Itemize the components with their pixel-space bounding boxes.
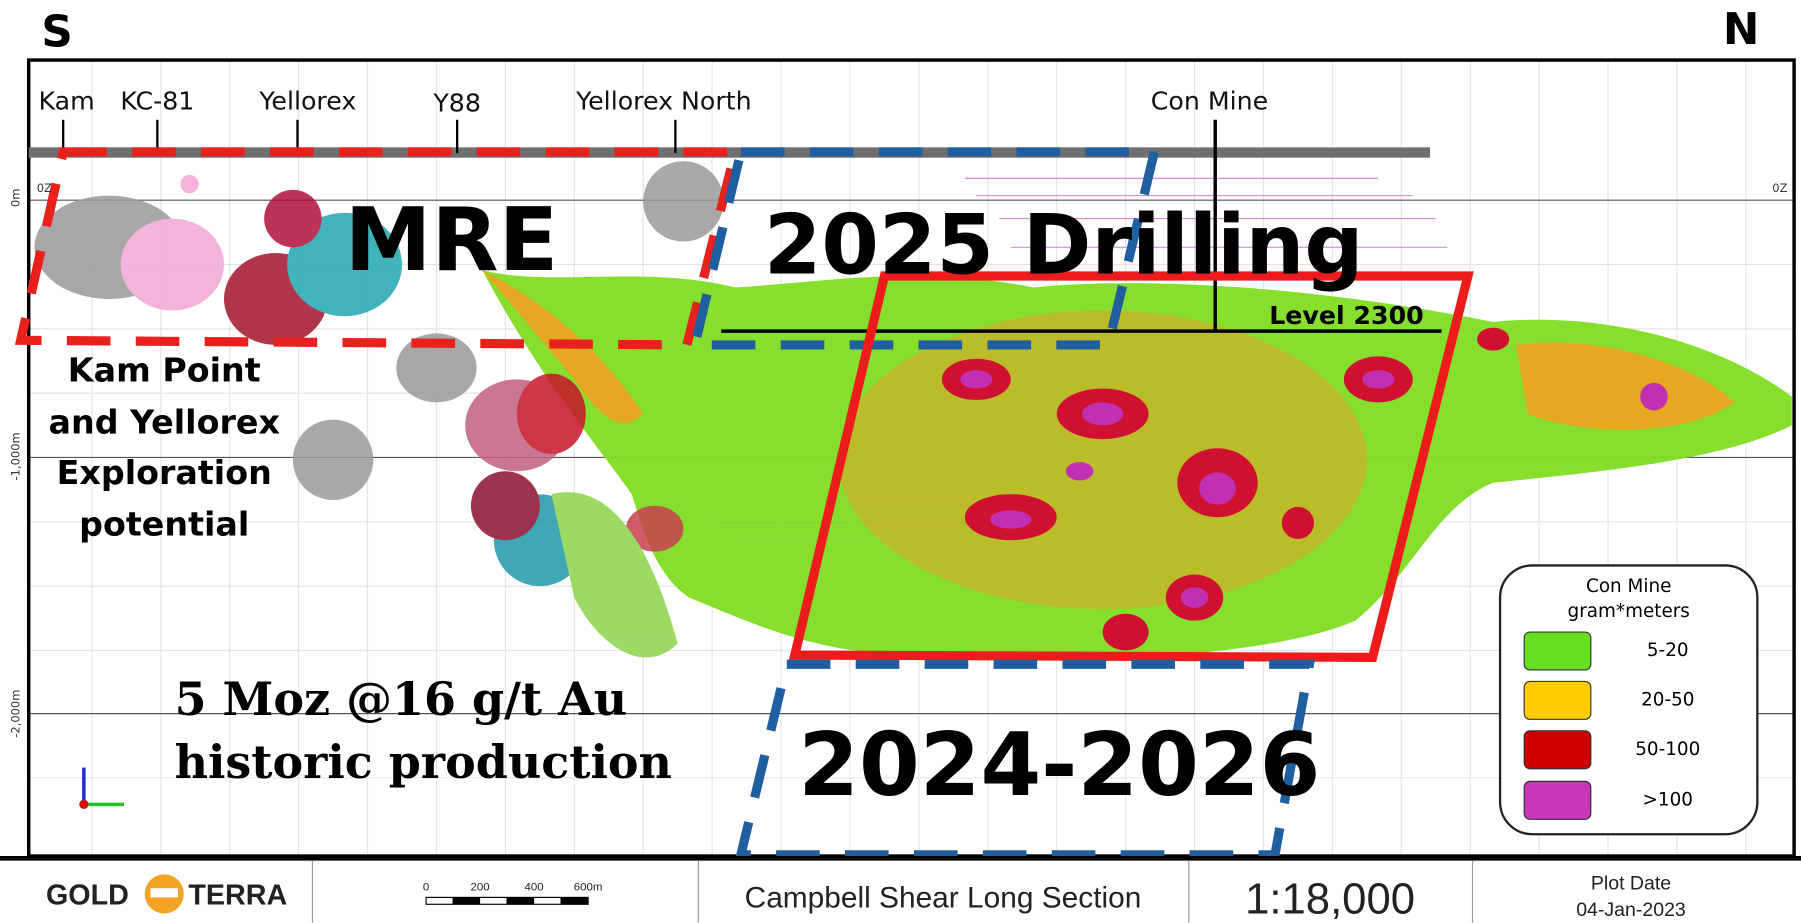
exploration-line: and Yellorex	[49, 402, 280, 441]
location-label: Kam	[39, 86, 95, 115]
level-label: Level 2300	[1269, 301, 1424, 330]
exploration-line: Kam Point	[68, 351, 261, 390]
depth-label: -2,000m	[9, 690, 23, 738]
location-label: Con Mine	[1151, 86, 1268, 115]
scale-bar-label: 200	[471, 882, 490, 894]
logo-terra: TERRA	[188, 879, 287, 911]
ore-body	[482, 270, 1792, 661]
period-label: 2024-2026	[798, 714, 1320, 816]
drilling-2025-label: 2025 Drilling	[764, 197, 1364, 294]
legend-item: 20-50	[1641, 690, 1694, 711]
western-shapes	[34, 161, 724, 658]
plot-date-label: Plot Date	[1591, 872, 1671, 894]
legend-item: >100	[1643, 790, 1693, 811]
zone-label: 0Z	[37, 181, 52, 195]
scale-bar-label: 600m	[574, 882, 603, 894]
axis-triad	[79, 767, 125, 809]
mre-label: MRE	[345, 189, 559, 291]
exploration-label: Kam Point and Yellorex Exploration poten…	[49, 351, 280, 544]
drilling-2025-outline	[689, 147, 1161, 350]
legend-item: 50-100	[1635, 739, 1700, 760]
scale-bar-label: 400	[525, 882, 544, 894]
compass-north: N	[1723, 4, 1760, 55]
scale-bar-label: 0	[423, 882, 429, 894]
con-mine-outline	[789, 271, 1474, 662]
legend-title: Con Mine	[1586, 576, 1671, 597]
location-label: Yellorex	[258, 86, 356, 115]
depth-label: 0m	[9, 189, 23, 207]
logo-gold: GOLD	[46, 879, 129, 911]
surface	[28, 147, 1431, 158]
production-label: 5 Moz @16 g/t Au historic production	[175, 672, 672, 789]
zone-label: 0Z	[1772, 181, 1787, 195]
depth-label: -1,000m	[9, 432, 23, 480]
production-line: 5 Moz @16 g/t Au	[175, 672, 628, 726]
legend: Con Mine gram*meters 5-20 20-50 50-100 >…	[1498, 564, 1759, 836]
location-markers	[62, 119, 1442, 333]
compass-south: S	[41, 6, 72, 57]
scale-bar	[425, 896, 589, 905]
footer: GOLD TERRA 0 200 400 600m Campbell Shear…	[0, 856, 1801, 923]
legend-item: 5-20	[1647, 640, 1689, 661]
plot-date: 04-Jan-2023	[1576, 899, 1686, 921]
exploration-line: Exploration	[57, 453, 272, 492]
drilling-2024-2026-outline	[735, 659, 1315, 860]
map-scale: 1:18,000	[1245, 874, 1415, 923]
section-title: Campbell Shear Long Section	[745, 882, 1142, 915]
location-label: Y88	[432, 89, 481, 118]
legend-title: gram*meters	[1568, 601, 1690, 622]
location-label: Yellorex North	[575, 86, 752, 115]
mre-outline	[14, 147, 741, 350]
location-label: KC-81	[120, 86, 194, 115]
exploration-line: potential	[79, 505, 249, 544]
production-line: historic production	[175, 735, 672, 789]
